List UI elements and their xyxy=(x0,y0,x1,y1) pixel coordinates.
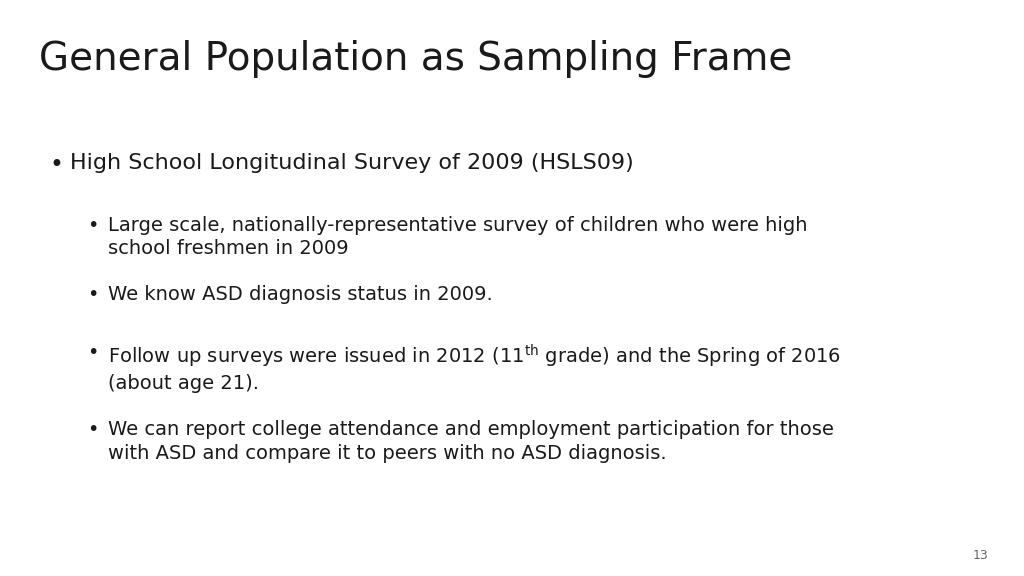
Text: General Population as Sampling Frame: General Population as Sampling Frame xyxy=(39,40,793,78)
Text: •: • xyxy=(87,216,98,235)
Text: •: • xyxy=(49,153,63,177)
Text: Follow up surveys were issued in 2012 (11$^{\mathregular{th}}$ grade) and the Sp: Follow up surveys were issued in 2012 (1… xyxy=(108,343,841,393)
Text: 13: 13 xyxy=(973,548,988,562)
Text: •: • xyxy=(87,343,98,362)
Text: We know ASD diagnosis status in 2009.: We know ASD diagnosis status in 2009. xyxy=(108,285,493,304)
Text: •: • xyxy=(87,285,98,304)
Text: •: • xyxy=(87,420,98,439)
Text: Large scale, nationally-representative survey of children who were high
school f: Large scale, nationally-representative s… xyxy=(108,216,807,259)
Text: High School Longitudinal Survey of 2009 (HSLS09): High School Longitudinal Survey of 2009 … xyxy=(70,153,634,173)
Text: We can report college attendance and employment participation for those
with ASD: We can report college attendance and emp… xyxy=(108,420,834,463)
